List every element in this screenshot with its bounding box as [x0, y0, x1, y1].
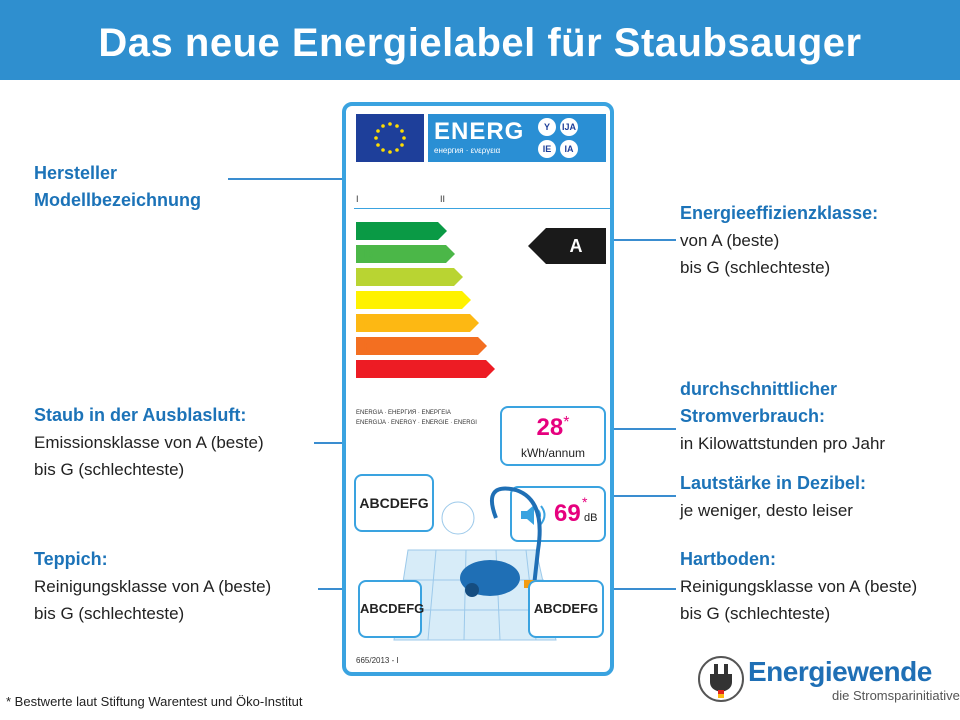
carpet-class-scale: ABCDEFG	[360, 601, 425, 616]
hardfloor-class-scale: ABCDEFG	[533, 601, 599, 616]
footnote: * Bestwerte laut Stiftung Warentest und …	[6, 694, 303, 709]
kwh-unit: kWh/annum	[520, 446, 586, 460]
db-value: 69	[554, 500, 581, 527]
language-circle-ie: IE	[538, 140, 556, 158]
language-circle-y: Y	[538, 118, 556, 136]
class-bar-b: B	[356, 245, 455, 263]
carpet-class-box: ABCDEFG	[358, 580, 425, 638]
callout-teppich-line1: Reinigungsklasse von A (beste)	[34, 577, 272, 596]
class-bar-a: A	[356, 222, 447, 240]
class-bar-c: C	[356, 268, 463, 286]
callout-teppich: Teppich: Reinigungsklasse von A (beste) …	[34, 546, 271, 627]
roman-two: II	[440, 194, 446, 204]
callout-staub: Staub in der Ausblasluft: Emissionsklass…	[34, 402, 264, 483]
dust-class-scale: ABCDEFG	[359, 495, 429, 511]
energy-header: ENERG енергия · ενεργεια Y IJA IE IA	[428, 114, 606, 162]
page-title: Das neue Energielabel für Staubsauger	[98, 21, 862, 65]
hardfloor-class-box: ABCDEFG	[528, 580, 604, 638]
brand-name: Energiewende	[748, 656, 932, 687]
callout-hersteller-line2: Modellbezeichnung	[34, 190, 202, 210]
connector-hartboden	[604, 588, 676, 590]
connector-effizienz	[592, 239, 676, 241]
plug-icon	[698, 656, 744, 702]
rated-class-arrow: A	[528, 228, 606, 264]
callout-laut-head: Lautstärke in Dezibel:	[680, 473, 867, 493]
callout-teppich-head: Teppich:	[34, 549, 108, 569]
callout-laut: Lautstärke in Dezibel: je weniger, desto…	[680, 470, 866, 524]
brand-tagline: die Stromsparinitiative	[832, 688, 960, 703]
callout-laut-line1: je weniger, desto leiser	[680, 501, 853, 520]
class-bar-g: G	[356, 360, 495, 378]
kwh-value: 28	[536, 414, 564, 441]
title-bar: Das neue Energielabel für Staubsauger	[0, 0, 960, 80]
kwh-box: 28* kWh/annum	[500, 406, 606, 466]
callout-staub-line1: Emissionsklasse von A (beste)	[34, 433, 264, 452]
callout-strom-line1: in Kilowattstunden pro Jahr	[680, 434, 886, 453]
energy-label: ENERG енергия · ενεργεια Y IJA IE IA I I…	[342, 102, 614, 676]
energ-subtitle: енергия · ενεργεια	[434, 146, 501, 155]
noise-box: 69 * dB	[510, 486, 606, 542]
vacuum-cleaner-illustration	[393, 486, 557, 641]
kwh-star: *	[563, 414, 570, 431]
callout-staub-head: Staub in der Ausblasluft:	[34, 405, 247, 425]
callout-strom-head2: Stromverbrauch:	[680, 406, 826, 426]
callout-effizienz-line1: von A (beste)	[680, 231, 780, 250]
db-star: *	[582, 494, 588, 510]
language-circle-ija: IJA	[560, 118, 578, 136]
db-unit: dB	[584, 512, 598, 524]
callout-teppich-line2: bis G (schlechteste)	[34, 604, 185, 623]
class-bar-d: D	[356, 291, 471, 309]
eu-flag	[356, 114, 424, 162]
energ-word: ENERG	[434, 118, 525, 145]
connector-hersteller	[228, 178, 444, 180]
callout-effizienz-line2: bis G (schlechteste)	[680, 258, 831, 277]
callout-hersteller: Hersteller Modellbezeichnung	[34, 160, 201, 214]
connector-strom	[604, 428, 676, 430]
dust-class-box: ABCDEFG	[354, 474, 434, 532]
energia-line-2: ENERGIJA · ENERGY · ENERGIE · ENERGI	[356, 420, 477, 426]
callout-strom: durchschnittlicher Stromverbrauch: in Ki…	[680, 376, 885, 457]
callout-strom-head1: durchschnittlicher	[680, 379, 838, 399]
callout-staub-line2: bis G (schlechteste)	[34, 460, 185, 479]
roman-one: I	[356, 194, 359, 204]
eu-stars-icon	[374, 122, 406, 154]
connector-laut	[604, 495, 676, 497]
class-bar-f: F	[356, 337, 487, 355]
regulation-number: 665/2013 - I	[356, 656, 399, 665]
callout-effizienz: Energieeffizienzklasse: von A (beste) bi…	[680, 200, 878, 281]
callout-hartboden-line2: bis G (schlechteste)	[680, 604, 831, 623]
language-circle-ia: IA	[560, 140, 578, 158]
callout-hersteller-line1: Hersteller	[34, 163, 118, 183]
header-divider	[354, 208, 610, 209]
callout-hartboden-head: Hartboden:	[680, 549, 776, 569]
energia-line-1: ENERGIA · ЕНЕРГИЯ · ΕΝΕΡΓΕΙΑ	[356, 410, 451, 416]
callout-effizienz-head: Energieeffizienzklasse:	[680, 203, 879, 223]
callout-hartboden-line1: Reinigungsklasse von A (beste)	[680, 577, 918, 596]
class-bar-e: E	[356, 314, 479, 332]
energiewende-logo: Energiewende die Stromsparinitiative	[692, 650, 960, 710]
callout-hartboden: Hartboden: Reinigungsklasse von A (beste…	[680, 546, 917, 627]
